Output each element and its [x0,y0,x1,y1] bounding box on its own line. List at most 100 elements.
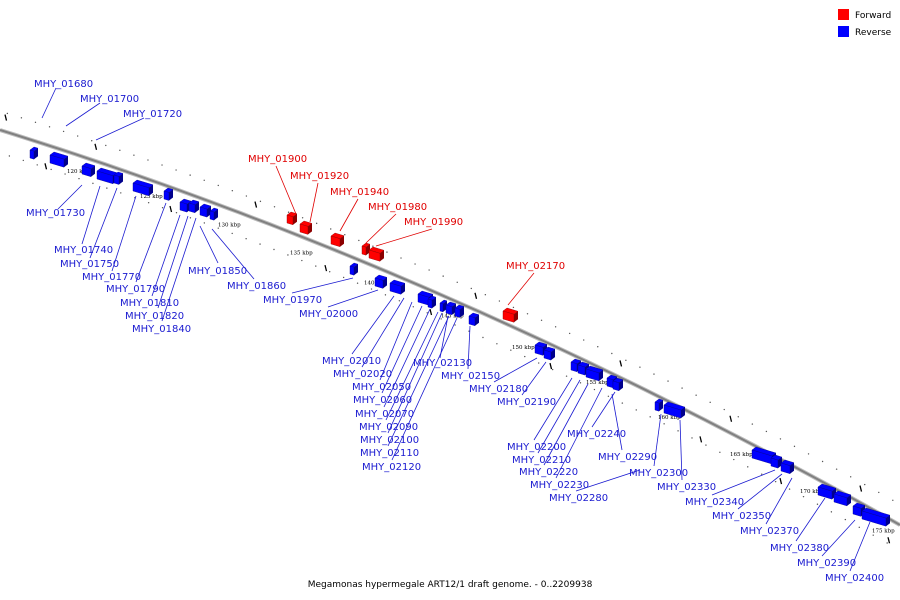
reverse-gene [49,151,69,168]
reverse-label-leader [711,469,776,496]
reverse-label-leader [391,317,458,461]
reverse-gene-face [113,174,120,185]
reverse-gene [132,179,154,197]
guide-dot [64,173,66,175]
guide-dot [649,416,651,418]
guide-dot [8,155,11,157]
marker-dash [94,143,98,150]
guide-dot [733,458,735,461]
reverse-label-leader [521,361,547,396]
reverse-gene-label: MHY_01790 [106,284,165,295]
reverse-gene [654,398,664,412]
reverse-gene-label: MHY_01770 [82,272,141,283]
reverse-label-leader [65,102,101,127]
scale-tick-label: 135 kbp [290,250,313,256]
reverse-label-leader [89,187,118,259]
guide-dot [892,499,894,501]
marker-dash [254,201,258,208]
guide-dot [398,300,401,302]
reverse-gene-face [349,265,355,276]
guide-dot [705,444,707,446]
reverse-gene [543,346,556,361]
reverse-gene [163,187,174,201]
guide-dot [92,182,94,185]
guide-dot [611,352,613,355]
reverse-gene-label: MHY_02240 [567,429,626,440]
legend-swatch [838,9,849,20]
reverse-gene [374,274,388,289]
marker-dashes [4,114,891,544]
guide-dot [719,451,721,454]
guide-dot [844,518,847,521]
guide-dot [301,259,303,262]
guide-dot [259,243,261,245]
reverse-label-leader [575,469,641,492]
reverse-gene-side [475,314,479,326]
guide-dot [593,388,596,391]
guide-dot [342,276,345,279]
forward-gene-label: MHY_01940 [330,187,389,198]
guide-dot [747,466,749,468]
guide-dot [76,135,79,137]
guide-dot [816,503,819,505]
guide-dot [858,526,860,529]
reverse-gene-label: MHY_02350 [712,511,771,522]
reverse-gene-label: MHY_02120 [362,462,421,473]
guide-dot [414,263,416,265]
reverse-label-leader [439,315,449,359]
guide-dot [119,149,121,151]
forward-gene [502,307,519,323]
reverse-label-leader [555,387,603,479]
reverse-gene-label: MHY_02370 [740,526,799,537]
reverse-gene-side [460,306,464,318]
forward-gene [368,246,385,262]
guide-dot [512,306,515,309]
guide-dot [161,206,164,209]
reverse-gene-face [606,377,614,389]
reverse-gene [612,377,624,392]
marker-dash [887,537,891,544]
reverse-label-leader [387,315,450,447]
legend-label: Reverse [855,28,892,38]
guide-dot [426,312,428,314]
forward-label-leader [339,198,359,232]
marker-dash [474,292,478,299]
reverse-gene-label: MHY_02060 [353,395,412,406]
forward-gene-side [340,235,344,247]
reverse-label-leader [679,419,683,481]
legend: Forward Reverse [838,9,892,38]
guide-dot [245,238,247,240]
forward-gene [330,232,345,247]
reverse-gene-face [612,380,620,392]
reverse-label-leader [157,215,189,309]
guide-dot [579,382,582,384]
reverse-gene-label: MHY_02300 [629,468,688,479]
forward-gene-face [286,214,294,226]
guide-dot [482,336,484,339]
reverse-label-leader [351,295,395,355]
guide-dot [695,394,697,396]
reverse-gene-face [439,302,444,313]
reverse-gene-label: MHY_02000 [299,309,358,320]
reverse-label-leader [387,312,443,434]
guide-dot [540,319,543,321]
reverse-gene-side [169,189,173,201]
guide-dot [510,349,512,351]
guide-dot [639,366,641,368]
reverse-label-leader [81,185,101,245]
marker-dash [169,205,173,213]
reverse-gene [445,301,457,316]
guide-dot [653,373,655,375]
reverse-gene-label: MHY_01850 [188,266,247,277]
guide-dot [147,159,149,161]
forward-gene-face [361,245,367,256]
reverse-gene-label: MHY_01750 [60,259,119,270]
reverse-gene-label: MHY_02200 [507,442,566,453]
reverse-label-leader [379,301,413,381]
marker-dash [619,360,623,367]
guide-dot [723,408,725,411]
guide-dot [217,227,219,229]
reverse-label-leader [211,228,255,280]
reverse-gene-label: MHY_02110 [360,448,419,459]
